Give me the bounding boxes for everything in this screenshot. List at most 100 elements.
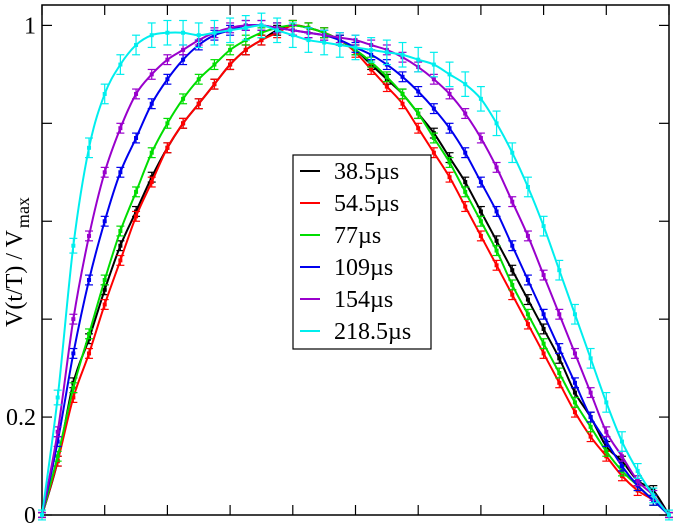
data-point xyxy=(165,145,170,150)
data-point xyxy=(400,91,405,96)
data-point xyxy=(557,312,562,317)
data-point xyxy=(384,50,389,55)
data-point xyxy=(259,38,264,43)
data-point xyxy=(134,214,139,219)
data-point xyxy=(431,62,436,67)
data-point xyxy=(353,45,358,50)
data-point xyxy=(102,302,107,307)
data-point xyxy=(416,126,421,131)
data-point xyxy=(400,52,405,57)
legend: 38.5µs 54.5µs 77µs 109µs 154µs 218.5µs xyxy=(292,154,432,350)
data-point xyxy=(400,74,405,79)
data-point xyxy=(87,145,92,150)
data-point xyxy=(102,277,107,282)
data-point xyxy=(463,111,468,116)
data-point xyxy=(384,74,389,79)
legend-label: 154µs xyxy=(334,287,393,313)
data-point xyxy=(149,101,154,106)
data-point xyxy=(384,84,389,89)
data-point xyxy=(322,40,327,45)
data-point xyxy=(71,317,76,322)
data-point xyxy=(557,346,562,351)
data-point xyxy=(541,312,546,317)
data-point xyxy=(212,30,217,35)
data-point xyxy=(243,25,248,30)
data-point xyxy=(478,233,483,238)
data-point xyxy=(196,77,201,82)
data-point xyxy=(181,57,186,62)
data-point xyxy=(494,248,499,253)
data-point xyxy=(181,47,186,52)
data-point xyxy=(667,513,671,517)
data-point xyxy=(463,180,468,185)
data-point xyxy=(134,136,139,141)
data-point xyxy=(525,312,530,317)
data-point xyxy=(619,454,624,459)
data-point xyxy=(416,89,421,94)
data-point xyxy=(588,424,593,429)
data-point xyxy=(463,189,468,194)
data-point xyxy=(557,356,562,361)
data-point xyxy=(55,395,60,400)
data-point xyxy=(541,326,546,331)
data-point xyxy=(447,160,452,165)
data-point xyxy=(572,351,577,356)
data-point xyxy=(619,464,624,469)
data-point xyxy=(400,101,405,106)
data-point xyxy=(212,62,217,67)
data-point xyxy=(510,150,515,155)
legend-label: 218.5µs xyxy=(334,319,411,345)
y-tick-labels: 00.21 xyxy=(6,13,36,524)
data-point xyxy=(196,33,201,38)
data-point xyxy=(447,175,452,180)
data-point xyxy=(118,62,123,67)
data-point xyxy=(181,30,186,35)
data-point xyxy=(165,121,170,126)
data-point xyxy=(55,454,60,459)
data-point xyxy=(134,91,139,96)
data-point xyxy=(510,282,515,287)
data-point xyxy=(416,57,421,62)
data-point xyxy=(212,82,217,87)
data-point xyxy=(306,38,311,43)
data-point xyxy=(102,287,107,292)
data-point xyxy=(416,111,421,116)
data-point xyxy=(71,385,76,390)
data-point xyxy=(228,47,233,52)
data-point xyxy=(71,395,76,400)
data-point xyxy=(525,297,530,302)
data-point xyxy=(463,204,468,209)
legend-box xyxy=(292,154,432,350)
data-point xyxy=(228,28,233,33)
data-point xyxy=(604,449,609,454)
data-point xyxy=(541,351,546,356)
data-point xyxy=(525,184,530,189)
data-point xyxy=(572,410,577,415)
data-point xyxy=(525,277,530,282)
legend-label: 109µs xyxy=(334,255,393,281)
data-point xyxy=(102,91,107,96)
data-point xyxy=(102,219,107,224)
data-point xyxy=(651,493,656,498)
data-point xyxy=(478,219,483,224)
series-5 xyxy=(38,12,673,521)
y-axis-title: V(t/T) / Vmax xyxy=(2,197,33,327)
y-tick-label: 1 xyxy=(24,13,36,39)
data-point xyxy=(557,371,562,376)
data-point xyxy=(510,199,515,204)
data-point xyxy=(71,351,76,356)
data-point xyxy=(165,57,170,62)
data-point xyxy=(494,209,499,214)
data-point xyxy=(102,170,107,175)
data-point xyxy=(290,33,295,38)
data-point xyxy=(228,62,233,67)
y-tick-label: 0 xyxy=(24,503,36,524)
legend-label: 38.5µs xyxy=(334,159,399,185)
data-point xyxy=(149,180,154,185)
data-point xyxy=(604,429,609,434)
data-point xyxy=(588,434,593,439)
data-point xyxy=(71,243,76,248)
data-point xyxy=(87,233,92,238)
series-layer xyxy=(38,12,673,521)
